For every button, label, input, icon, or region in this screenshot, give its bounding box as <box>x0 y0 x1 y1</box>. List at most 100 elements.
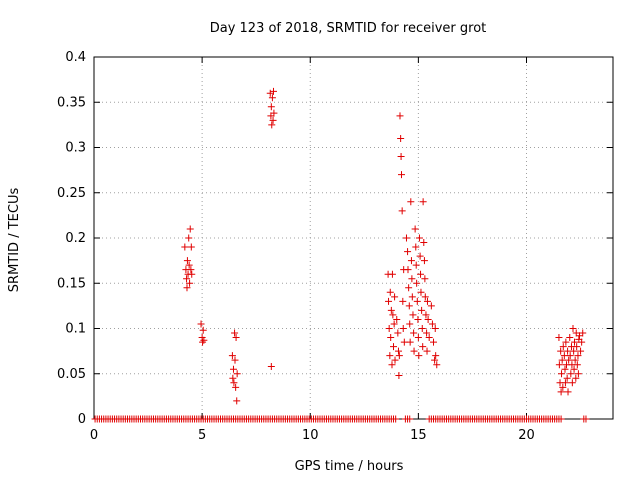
data-point <box>421 275 429 283</box>
data-point <box>574 352 582 360</box>
data-point <box>266 89 274 97</box>
data-point <box>199 326 207 334</box>
data-point <box>404 248 412 256</box>
data-point <box>574 370 582 378</box>
data-point <box>413 297 421 305</box>
data-point <box>402 234 410 242</box>
data-point <box>560 352 568 360</box>
data-point <box>386 288 394 296</box>
data-point <box>387 334 395 342</box>
data-point <box>573 361 581 369</box>
data-point <box>231 356 239 364</box>
data-point <box>563 374 571 382</box>
data-point <box>405 284 413 292</box>
data-point <box>413 279 421 287</box>
data-point <box>417 288 425 296</box>
data-point <box>187 243 195 251</box>
data-point <box>410 329 418 337</box>
data-point <box>409 311 417 319</box>
data-point <box>232 383 240 391</box>
data-point <box>186 225 194 233</box>
data-point <box>268 94 276 102</box>
data-point <box>578 338 586 346</box>
data-point <box>406 320 414 328</box>
data-point <box>267 363 275 371</box>
data-point <box>555 334 563 342</box>
data-point <box>393 315 401 323</box>
x-axis-label: GPS time / hours <box>295 459 404 474</box>
data-point <box>571 338 579 346</box>
data-point <box>406 415 414 423</box>
data-point <box>422 311 430 319</box>
data-point <box>185 234 193 242</box>
data-point <box>228 352 236 360</box>
data-point <box>430 338 438 346</box>
data-point <box>558 356 566 364</box>
data-point <box>571 356 579 364</box>
data-point <box>188 270 196 278</box>
data-point <box>564 388 572 396</box>
data-point <box>390 320 398 328</box>
data-point <box>229 365 237 373</box>
data-point <box>566 334 574 342</box>
data-point <box>431 325 439 332</box>
data-point <box>185 261 193 269</box>
y-tick-label: 0.1 <box>65 322 86 337</box>
data-point <box>197 320 205 328</box>
data-point <box>418 306 426 314</box>
data-point <box>420 239 428 247</box>
data-point <box>387 306 395 314</box>
data-point <box>564 347 572 355</box>
data-point <box>408 293 416 301</box>
data-point <box>395 352 403 360</box>
data-point <box>270 109 278 117</box>
data-point <box>398 207 406 215</box>
data-point <box>406 338 414 346</box>
data-point <box>399 325 407 332</box>
data-point <box>431 356 439 364</box>
data-point <box>183 275 191 283</box>
data-point <box>394 329 402 337</box>
data-point <box>200 336 208 344</box>
data-point <box>411 225 419 233</box>
y-tick-label: 0 <box>78 412 86 427</box>
x-tick-label: 5 <box>198 428 206 443</box>
data-point <box>181 243 189 251</box>
data-point <box>572 374 580 382</box>
data-point <box>417 270 425 278</box>
data-point <box>183 257 191 265</box>
data-point <box>418 325 426 332</box>
data-point <box>397 134 405 142</box>
data-point <box>399 297 407 305</box>
data-point <box>557 415 565 423</box>
data-point <box>570 347 578 355</box>
data-point <box>269 116 277 124</box>
data-point <box>557 347 565 355</box>
data-point <box>416 252 424 260</box>
data-point <box>398 171 406 179</box>
data-point <box>392 415 400 423</box>
data-point <box>395 372 403 380</box>
y-tick-label: 0.3 <box>65 141 86 156</box>
data-point <box>561 365 569 373</box>
data-point <box>568 379 576 387</box>
data-point <box>423 347 431 355</box>
data-point <box>566 352 574 360</box>
data-point <box>410 347 418 355</box>
grid-lines <box>94 57 613 419</box>
data-point <box>555 361 563 369</box>
data-point <box>231 329 239 337</box>
data-point <box>419 343 427 351</box>
data-point <box>415 352 423 360</box>
data-point <box>385 325 393 332</box>
data-point <box>391 293 399 301</box>
y-tick-label: 0.25 <box>57 186 86 201</box>
data-point <box>558 370 566 378</box>
data-point <box>397 153 405 161</box>
data-point <box>267 103 275 111</box>
data-point <box>394 347 402 355</box>
data-point <box>229 374 237 382</box>
data-point <box>186 279 194 287</box>
data-point <box>389 311 397 319</box>
